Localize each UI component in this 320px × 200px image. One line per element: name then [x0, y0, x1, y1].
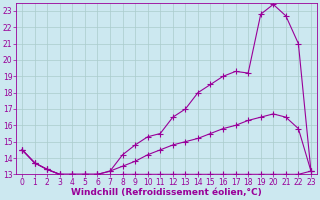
X-axis label: Windchill (Refroidissement éolien,°C): Windchill (Refroidissement éolien,°C) [71, 188, 262, 197]
